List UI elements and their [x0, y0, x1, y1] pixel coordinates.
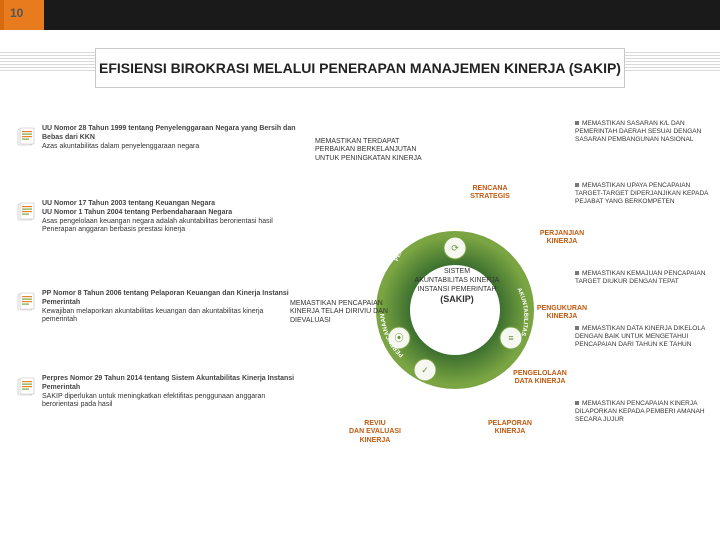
explanatory-note: MEMASTIKAN UPAYA PENCAPAIAN TARGET-TARGE…: [575, 182, 715, 205]
explanatory-note: MEMASTIKAN DATA KINERJA DIKELOLA DENGAN …: [575, 325, 715, 348]
book-icon: [16, 377, 36, 397]
legal-body: SAKIP diperlukan untuk meningkatkan efek…: [42, 393, 265, 409]
cycle-diagram: ⟳ ≡ ⦿ ✓ PERBAIKAN PERENCANAAN AKUNTABILI…: [300, 110, 710, 490]
cycle-node-pengukuran: PENGUKURANKINERJA: [522, 305, 602, 322]
legal-basis-item: Perpres Nomor 29 Tahun 2014 tentang Sist…: [18, 375, 298, 410]
legal-title: Perpres Nomor 29 Tahun 2014 tentang Sist…: [42, 375, 298, 393]
cycle-node-reviu: REVIUDAN EVALUASI KINERJA: [335, 420, 415, 445]
explanatory-note: MEMASTIKAN PENCAPAIAN KINERJA DILAPORKAN…: [575, 400, 715, 423]
cycle-node-perbaikan: MEMASTIKAN TERDAPAT PERBAIKAN BERKELANJU…: [315, 138, 425, 163]
explanatory-note: MEMASTIKAN KEMAJUAN PENCAPAIAN TARGET DI…: [575, 270, 715, 286]
cycle-node-rencana: RENCANASTRATEGIS: [450, 185, 530, 202]
cycle-node-perjanjian: PERJANJIANKINERJA: [522, 230, 602, 247]
legal-title: UU Nomor 28 Tahun 1999 tentang Penyeleng…: [42, 125, 298, 143]
svg-text:≡: ≡: [508, 333, 513, 343]
book-icon: [16, 292, 36, 312]
slide-number: 10: [10, 6, 23, 20]
svg-text:✓: ✓: [421, 365, 429, 375]
legal-basis-item: PP Nomor 8 Tahun 2006 tentang Pelaporan …: [18, 290, 298, 325]
cycle-node-pelaporan: PELAPORANKINERJA: [470, 420, 550, 437]
legal-body: Azas akuntabilitas dalam penyelenggaraan…: [42, 143, 199, 150]
cycle-node-pencapaian: MEMASTIKAN PENCAPAIAN KINERJA TELAH DIRI…: [290, 300, 400, 325]
legal-body: Asas pengelolaan keuangan negara adalah …: [42, 218, 273, 234]
legal-body: Kewajiban melaporkan akuntabilitas keuan…: [42, 308, 263, 324]
legal-title: PP Nomor 8 Tahun 2006 tentang Pelaporan …: [42, 290, 298, 308]
svg-text:⦿: ⦿: [394, 333, 403, 343]
legal-basis-item: UU Nomor 17 Tahun 2003 tentang Keuangan …: [18, 200, 298, 235]
cycle-center-label: SISTEM AKUNTABILITAS KINERJA INSTANSI PE…: [408, 268, 506, 306]
book-icon: [16, 127, 36, 147]
explanatory-note: MEMASTIKAN SASARAN K/L DAN PEMERINTAH DA…: [575, 120, 715, 143]
legal-title: UU Nomor 17 Tahun 2003 tentang Keuangan …: [42, 200, 298, 218]
legal-basis-item: UU Nomor 28 Tahun 1999 tentang Penyeleng…: [18, 125, 298, 151]
header-band: [0, 0, 720, 30]
page-title: EFISIENSI BIROKRASI MELALUI PENERAPAN MA…: [95, 48, 625, 88]
svg-text:⟳: ⟳: [451, 243, 459, 253]
cycle-node-pengelolaan: PENGELOLAANDATA KINERJA: [500, 370, 580, 387]
book-icon: [16, 202, 36, 222]
